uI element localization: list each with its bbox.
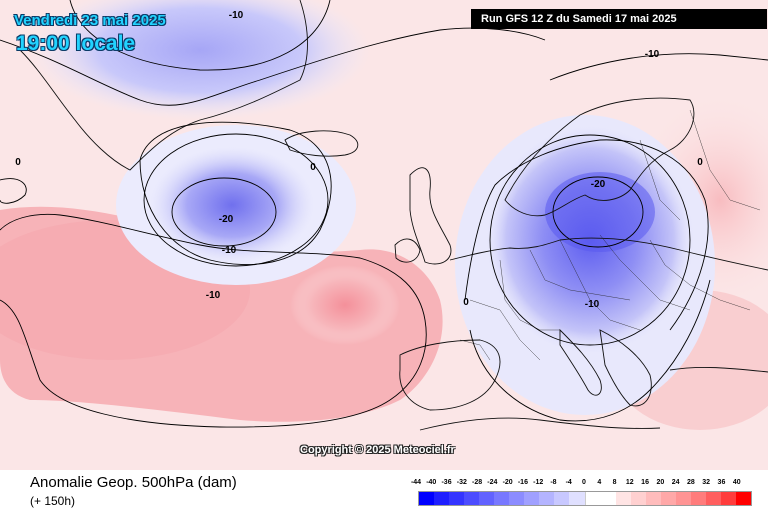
legend-swatch xyxy=(449,492,465,505)
coastlines xyxy=(19,0,768,431)
legend-swatch xyxy=(630,492,646,505)
legend-swatch xyxy=(600,492,616,505)
contour-label: 0 xyxy=(463,297,469,308)
legend-swatch xyxy=(705,492,721,505)
forecast-time: 19:00 locale xyxy=(16,32,136,55)
legend-label: -4 xyxy=(565,479,572,486)
legend-labels: -44 -40 -36 -32 -28 -24 -20 -16 -12 -8 -4 0 4 8 12 16 20… xyxy=(411,479,752,491)
legend-label: -16 xyxy=(517,479,528,486)
legend-label: 12 xyxy=(625,479,634,486)
legend-label: -12 xyxy=(533,479,544,486)
legend-swatch xyxy=(539,492,555,505)
atlantic-anomaly-core xyxy=(290,265,400,345)
forecast-date: Vendredi 23 mai 2025 xyxy=(14,12,166,29)
contour-label: -10 xyxy=(206,290,221,301)
legend-label: 24 xyxy=(671,479,680,486)
model-run-label: Run GFS 12 Z du Samedi 17 mai 2025 xyxy=(471,9,767,29)
legend-label: -44 xyxy=(410,479,422,486)
legend-swatch xyxy=(434,492,450,505)
legend-label: 4 xyxy=(597,479,602,486)
legend-swatch xyxy=(615,492,631,505)
legend-label: 16 xyxy=(641,479,649,486)
legend-swatch xyxy=(554,492,570,505)
legend-swatch xyxy=(509,492,525,505)
legend-swatch xyxy=(464,492,480,505)
country-borders xyxy=(459,109,761,361)
legend-swatch xyxy=(569,492,585,505)
legend-label: -20 xyxy=(502,479,513,486)
legend-swatch xyxy=(584,492,601,505)
copyright-notice: Copyright © 2025 Meteociel.fr xyxy=(300,444,455,456)
contour-label: -10 xyxy=(222,245,237,256)
contour-label: -20 xyxy=(219,214,234,225)
contour-label: -20 xyxy=(591,179,606,190)
legend-label: 0 xyxy=(582,479,586,486)
legend-swatch xyxy=(645,492,661,505)
forecast-offset: (+ 150h) xyxy=(30,494,76,508)
legend-label: -36 xyxy=(441,479,452,486)
contour-label: -10 xyxy=(585,299,600,310)
legend-swatch xyxy=(494,492,510,505)
anomaly-map: -10 -10 -20 -10 -10 -20 -10 0 0 0 0 xyxy=(0,0,768,470)
legend-color-scale xyxy=(418,491,752,506)
legend-label: -8 xyxy=(550,479,557,486)
legend-label: 8 xyxy=(612,479,617,486)
legend-label: -40 xyxy=(426,479,437,486)
contour-label: 0 xyxy=(15,157,21,168)
greenland-negative-anomaly xyxy=(30,0,370,120)
legend-label: 28 xyxy=(687,479,695,486)
contour-label: 0 xyxy=(697,157,703,168)
contour-label: 0 xyxy=(310,162,316,173)
legend-swatch xyxy=(660,492,676,505)
legend-label: -24 xyxy=(487,479,498,486)
contour-label: -10 xyxy=(645,49,660,60)
legend-swatch xyxy=(524,492,540,505)
legend-label: -28 xyxy=(472,479,483,486)
contour-label: -10 xyxy=(229,10,244,21)
legend-swatch xyxy=(675,492,691,505)
legend-swatch xyxy=(690,492,706,505)
contour-labels: -10 -10 -20 -10 -10 -20 -10 0 0 0 0 xyxy=(15,10,703,310)
field-title: Anomalie Geop. 500hPa (dam) xyxy=(30,474,237,491)
legend-label: 20 xyxy=(656,479,665,486)
anomaly-contours xyxy=(0,0,768,428)
legend-label: 40 xyxy=(732,479,741,486)
legend-swatch xyxy=(419,492,435,505)
legend-swatch xyxy=(479,492,495,505)
legend-label: -32 xyxy=(456,479,467,486)
legend-swatch xyxy=(720,492,736,505)
iceland-low xyxy=(150,147,314,263)
legend-swatch xyxy=(735,492,752,505)
legend-label: 32 xyxy=(702,479,711,486)
legend-label: 36 xyxy=(717,479,726,486)
